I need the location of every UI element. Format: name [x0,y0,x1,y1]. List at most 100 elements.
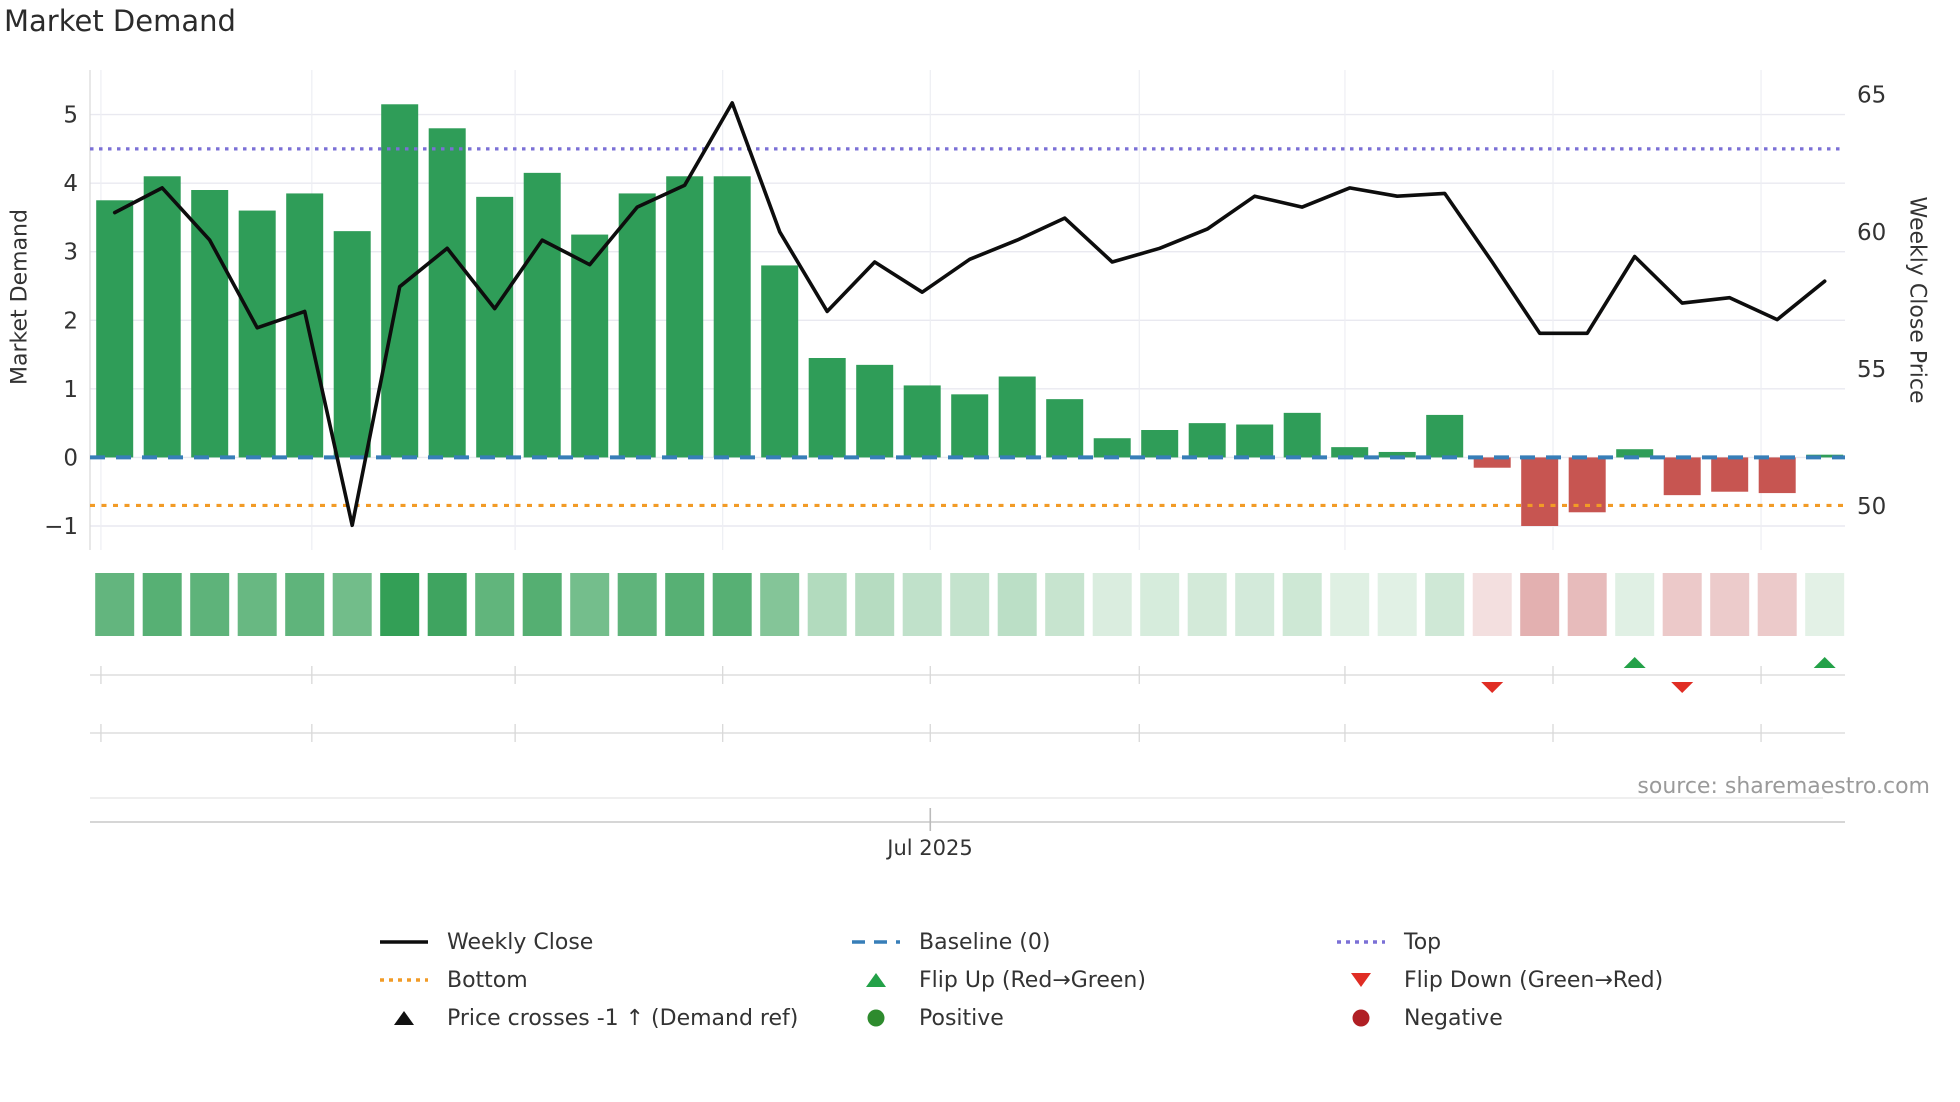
heatmap-cell [237,573,277,636]
heatmap-cell [665,573,705,636]
triangle-up-icon [394,1011,414,1025]
circle-icon [867,1009,885,1027]
heatmap-cell [1140,573,1180,636]
heatmap-cell [1710,573,1750,636]
demand-bar [96,200,134,458]
legend-label: Top [1404,929,1442,955]
heatmap-cell [380,573,420,636]
demand-bar [1806,454,1844,458]
legend-label: Baseline (0) [919,929,1051,955]
legend-item[interactable]: Positive [850,1004,1004,1032]
heatmap-cell [1187,573,1227,636]
demand-bar [903,385,941,458]
left-axis-tick: 3 [63,240,78,266]
legend-item[interactable]: Baseline (0) [850,928,1050,956]
heatmap-cell [95,573,135,636]
legend-item[interactable]: Weekly Close [378,928,593,956]
right-axis-tick: 65 [1857,83,1886,109]
heatmap-cell [285,573,325,636]
right-axis-tick: 60 [1857,220,1886,246]
heatmap-cell [1567,573,1607,636]
legend-label: Flip Up (Red→Green) [919,967,1146,993]
legend-item[interactable]: Price crosses -1 ↑ (Demand ref) [378,1004,798,1032]
demand-bar [523,172,561,458]
right-axis-tick: 55 [1857,357,1886,383]
line-dotted-icon [1337,940,1385,944]
demand-bar [191,190,229,458]
legend-item[interactable]: Flip Up (Red→Green) [850,966,1146,994]
legend-label: Flip Down (Green→Red) [1404,967,1664,993]
heatmap-cell [570,573,610,636]
left-axis-tick: 4 [63,171,78,197]
heatmap-cell [855,573,895,636]
page-title: Market Demand [4,4,236,38]
demand-bar [1378,451,1416,458]
flip-up-marker [1813,657,1836,668]
left-axis-tick: 2 [63,308,78,334]
heatmap-cell [475,573,515,636]
heatmap-cell [190,573,230,636]
demand-bar [1046,399,1084,458]
heatmap-cell [807,573,847,636]
demand-bar [476,196,514,458]
demand-bar [143,176,181,458]
circle-icon [1352,1009,1370,1027]
line-solid-icon [380,940,428,944]
demand-bar [1331,447,1369,458]
demand-bar [998,376,1036,458]
heatmap-cell [142,573,182,636]
heatmap-cell [1425,573,1465,636]
demand-bar [713,176,751,458]
legend-item[interactable]: Top [1335,928,1441,956]
legend-item[interactable]: Negative [1335,1004,1503,1032]
heatmap-cell [950,573,990,636]
line-dashed-icon [852,940,900,944]
demand-bar [571,234,609,458]
heatmap-cell [1805,573,1845,636]
demand-bar [1616,449,1654,458]
demand-bar [1663,457,1701,496]
demand-bar [1426,414,1464,458]
demand-bar [808,358,846,458]
heatmap-cell [997,573,1037,636]
flip-down-marker [1671,682,1694,693]
heatmap-cell [1045,573,1085,636]
heatmap-cell [1472,573,1512,636]
demand-bar [666,176,704,458]
weekly-close-line [112,101,1827,528]
demand-bar [1141,430,1179,458]
legend-item[interactable]: Flip Down (Green→Red) [1335,966,1663,994]
source-attribution: source: sharemaestro.com [1637,774,1930,799]
heatmap-cell [1520,573,1560,636]
heatmap-cell [1662,573,1702,636]
heatmap-cell [1092,573,1132,636]
demand-bar [1093,438,1131,458]
demand-bar [1568,457,1606,513]
demand-bar [333,231,371,458]
demand-bar [1758,457,1796,494]
legend-label: Positive [919,1005,1004,1031]
flip-down-marker [1481,682,1504,693]
left-axis-tick: −1 [44,514,78,540]
legend-item[interactable]: Bottom [378,966,528,994]
demand-bar [381,104,419,458]
chart-legend: Weekly Close Bottom Price crosses -1 ↑ (De… [0,925,1960,1045]
demand-bar [1283,412,1321,458]
left-axis-tick: 0 [63,445,78,471]
triangle-up-icon [866,973,886,987]
demand-bar [238,210,276,458]
left-axis-tick: 5 [63,103,78,129]
demand-bar [618,193,656,458]
x-axis-tick-label: Jul 2025 [887,836,973,860]
demand-bar [1473,457,1511,468]
heatmap-cell [1757,573,1797,636]
heatmap-cell [1377,573,1417,636]
demand-bar [1521,457,1559,526]
demand-bar [286,193,324,458]
demand-bar [761,265,799,458]
demand-bar [1236,424,1274,458]
heatmap-cell [1330,573,1370,636]
heatmap-cell [902,573,942,636]
demand-bar [1711,457,1749,492]
left-axis-tick: 1 [63,377,78,403]
